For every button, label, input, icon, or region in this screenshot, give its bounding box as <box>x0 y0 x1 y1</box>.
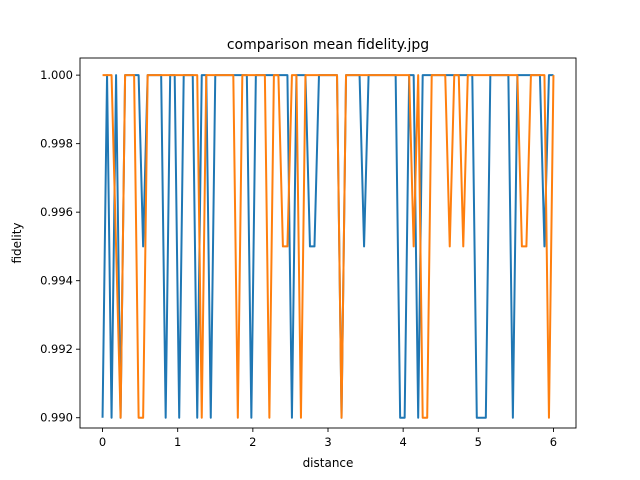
x-tick-label: 6 <box>550 435 557 449</box>
series-lines <box>101 74 555 419</box>
chart-title: comparison mean fidelity.jpg <box>227 37 429 53</box>
x-tick-label: 0 <box>99 435 106 449</box>
y-tick-label: 0.990 <box>40 411 73 425</box>
x-tick-label: 4 <box>399 435 406 449</box>
y-tick-label: 1.000 <box>40 68 73 82</box>
x-tick-label: 2 <box>249 435 256 449</box>
y-tick-label: 0.996 <box>40 205 73 219</box>
y-axis-label: fidelity <box>10 222 24 263</box>
x-tick-label: 5 <box>475 435 482 449</box>
y-axis-ticks: 0.990 0.992 0.994 0.996 0.998 1.000 <box>40 68 80 425</box>
y-tick-label: 0.994 <box>40 274 73 288</box>
y-tick-label: 0.992 <box>40 342 73 356</box>
series-line-2 <box>102 74 555 419</box>
x-axis-label: distance <box>303 456 354 470</box>
y-tick-label: 0.998 <box>40 137 73 151</box>
x-axis-ticks: 0 1 2 3 4 5 6 <box>99 428 557 449</box>
x-tick-label: 3 <box>324 435 331 449</box>
axes-frame <box>79 57 577 429</box>
x-tick-label: 1 <box>174 435 181 449</box>
